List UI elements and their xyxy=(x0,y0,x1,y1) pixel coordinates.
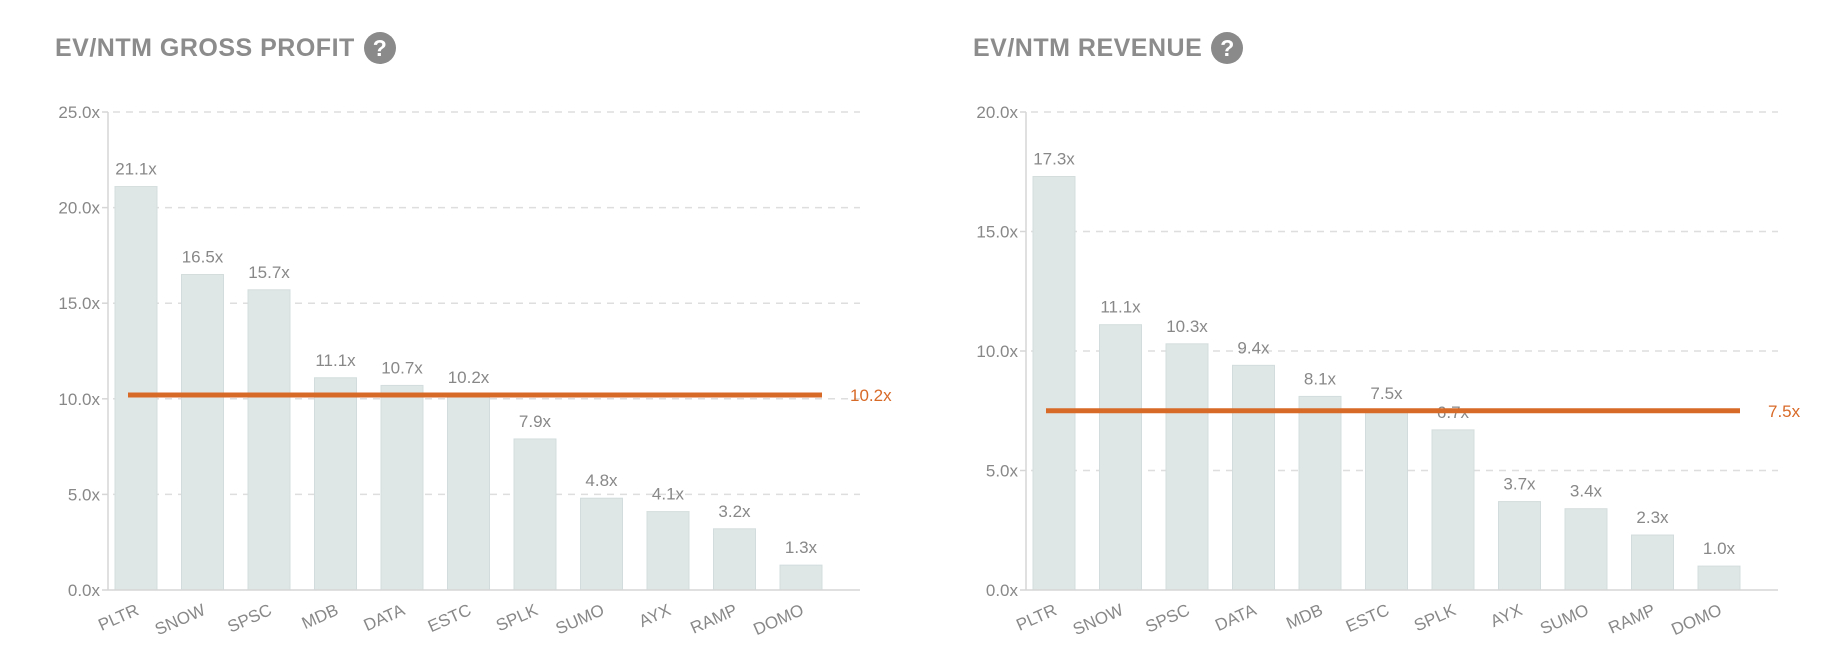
data-label: 1.0x xyxy=(1703,539,1736,558)
bar-mdb[interactable] xyxy=(314,377,357,591)
y-tick-label: 0.0x xyxy=(68,581,101,600)
data-label: 3.2x xyxy=(718,502,751,521)
x-tick-label: SPLK xyxy=(493,600,541,635)
bar-ayx[interactable] xyxy=(646,511,690,591)
bar-ramp[interactable] xyxy=(1631,534,1674,591)
data-label: 7.9x xyxy=(519,412,552,431)
data-label: 17.3x xyxy=(1033,150,1075,169)
x-tick-label: MDB xyxy=(299,600,341,633)
bars xyxy=(1032,176,1741,591)
y-tick-label: 20.0x xyxy=(976,103,1018,122)
x-tick-label: SPSC xyxy=(225,600,275,636)
chart-panel-ev-ntm-revenue: EV/NTM REVENUE ? 0.0x 5.0x 10.0x 15.0x 20.0x… xyxy=(958,0,1840,670)
bar-mdb[interactable] xyxy=(1298,395,1342,591)
bar-pltr[interactable] xyxy=(1032,176,1076,591)
data-label: 10.2x xyxy=(448,368,490,387)
bar-snow[interactable] xyxy=(1099,324,1142,591)
y-tick-label: 15.0x xyxy=(976,223,1018,242)
x-tick-label: DATA xyxy=(361,600,408,635)
question-circle-icon[interactable]: ? xyxy=(363,32,396,64)
chart-panel-ev-ntm-gross-profit: EV/NTM GROSS PROFIT ? 0.0x 5.0x 10.0x 15.0x… xyxy=(40,0,940,670)
x-tick-label: AYX xyxy=(636,600,674,631)
bar-splk[interactable] xyxy=(513,438,557,591)
data-label: 1.3x xyxy=(785,538,818,557)
bar-pltr[interactable] xyxy=(114,186,158,591)
data-label: 4.1x xyxy=(652,485,685,504)
y-tick-label: 5.0x xyxy=(986,462,1019,481)
bar-estc[interactable] xyxy=(447,394,490,591)
x-tick-label: SUMO xyxy=(1537,600,1591,638)
bar-sumo[interactable] xyxy=(580,497,623,591)
y-tick-label: 10.0x xyxy=(976,342,1018,361)
x-tick-label: SPSC xyxy=(1143,600,1193,636)
bar-splk[interactable] xyxy=(1431,429,1475,591)
data-label: 9.4x xyxy=(1237,338,1270,357)
x-tick-label: RAMP xyxy=(688,600,741,637)
bars xyxy=(114,186,823,591)
x-axis-labels: PLTR SNOW SPSC DATA MDB ESTC SPLK AYX SUMO RAMP DO… xyxy=(1013,600,1724,639)
data-label: 8.1x xyxy=(1304,369,1337,388)
data-label: 10.7x xyxy=(381,358,423,377)
bar-chart-ev-ntm-gross-profit: 0.0x 5.0x 10.0x 15.0x 20.0x 25.0x 21.1x 16.5x 15… xyxy=(58,103,892,639)
bar-spsc[interactable] xyxy=(247,289,291,591)
bar-spsc[interactable] xyxy=(1165,343,1209,591)
y-tick-label: 15.0x xyxy=(58,294,100,313)
data-label: 10.3x xyxy=(1166,317,1208,336)
data-label: 11.1x xyxy=(315,351,356,370)
bar-snow[interactable] xyxy=(181,274,224,591)
x-tick-label: RAMP xyxy=(1606,600,1659,637)
data-label: 3.4x xyxy=(1570,482,1603,501)
data-label: 2.3x xyxy=(1636,508,1669,527)
y-tick-label: 0.0x xyxy=(986,581,1019,600)
bar-ayx[interactable] xyxy=(1498,501,1541,591)
y-tick-label: 20.0x xyxy=(58,199,100,218)
y-tick-label: 25.0x xyxy=(58,103,100,122)
median-reference-label: 7.5x xyxy=(1768,402,1801,421)
x-tick-label: SPLK xyxy=(1411,600,1459,635)
x-tick-label: AYX xyxy=(1487,600,1525,631)
x-tick-label: PLTR xyxy=(95,600,141,635)
x-tick-label: DOMO xyxy=(751,600,807,639)
data-label: 11.1x xyxy=(1100,298,1141,317)
bar-sumo[interactable] xyxy=(1564,508,1608,591)
data-label: 16.5x xyxy=(182,248,224,267)
x-tick-label: SNOW xyxy=(1070,600,1126,639)
chart-title: EV/NTM GROSS PROFIT xyxy=(55,33,355,62)
chart-header: EV/NTM GROSS PROFIT ? xyxy=(55,30,396,66)
x-axis-labels: PLTR SNOW SPSC MDB DATA ESTC SPLK SUMO AYX RAMP DO… xyxy=(95,600,806,639)
question-circle-icon[interactable]: ? xyxy=(1211,32,1244,64)
x-tick-label: DOMO xyxy=(1669,600,1725,639)
x-tick-label: MDB xyxy=(1283,600,1325,633)
data-label: 7.5x xyxy=(1370,384,1403,403)
bar-data[interactable] xyxy=(1232,364,1275,591)
median-reference-label: 10.2x xyxy=(850,386,892,405)
bar-ramp[interactable] xyxy=(713,528,756,591)
x-tick-label: SUMO xyxy=(553,600,607,638)
x-tick-label: ESTC xyxy=(1343,600,1392,636)
x-tick-label: ESTC xyxy=(425,600,474,636)
data-label: 3.7x xyxy=(1503,475,1536,494)
data-labels: 21.1x 16.5x 15.7x 11.1x 10.7x 10.2x 7.9x 4.8x 4.… xyxy=(115,160,817,558)
y-axis-ticks: 0.0x 5.0x 10.0x 15.0x 20.0x 25.0x xyxy=(58,103,108,600)
y-tick-label: 10.0x xyxy=(58,390,100,409)
data-label: 15.7x xyxy=(248,263,290,282)
x-tick-label: SNOW xyxy=(152,600,208,639)
bar-domo[interactable] xyxy=(779,564,823,591)
y-axis-ticks: 0.0x 5.0x 10.0x 15.0x 20.0x xyxy=(976,103,1026,600)
chart-title: EV/NTM REVENUE xyxy=(973,33,1203,62)
bar-chart-ev-ntm-revenue: 0.0x 5.0x 10.0x 15.0x 20.0x 17.3x 11.1x 10.3x 9.… xyxy=(976,103,1801,639)
data-label: 21.1x xyxy=(115,160,157,179)
bar-data[interactable] xyxy=(380,384,424,591)
data-label: 4.8x xyxy=(585,471,618,490)
x-tick-label: DATA xyxy=(1212,600,1259,635)
bar-domo[interactable] xyxy=(1697,565,1741,591)
chart-header: EV/NTM REVENUE ? xyxy=(973,30,1244,66)
x-tick-label: PLTR xyxy=(1013,600,1059,635)
data-labels: 17.3x11.1x10.3x9.4x8.1x7.5x6.7x3.7x3.4x2… xyxy=(1033,150,1735,559)
bar-estc[interactable] xyxy=(1365,410,1408,591)
y-tick-label: 5.0x xyxy=(68,485,101,504)
